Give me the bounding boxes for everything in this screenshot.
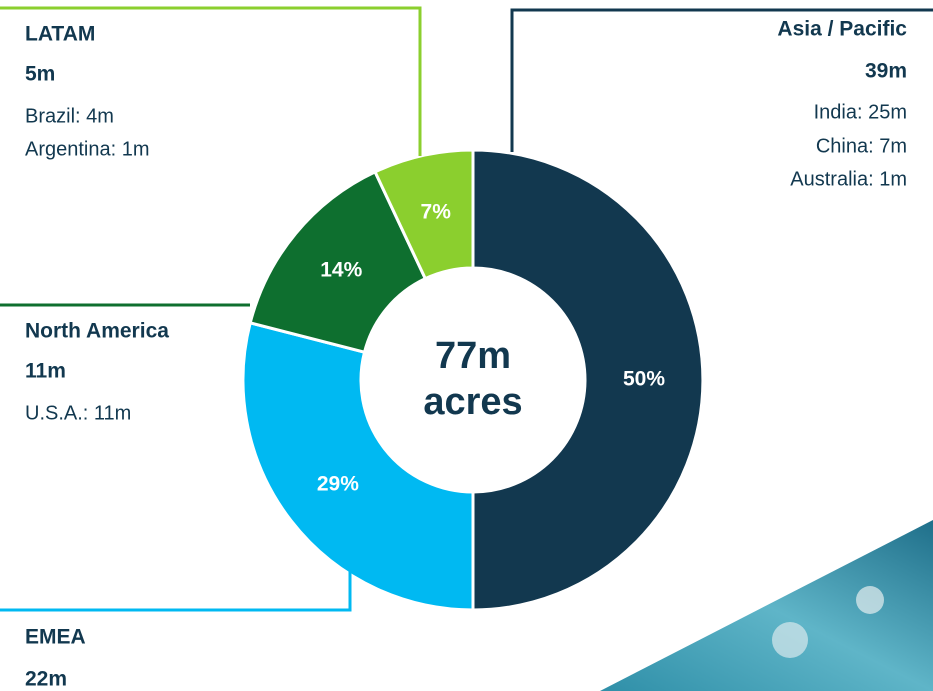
donut-slice	[248, 169, 428, 354]
callout-line	[0, 6, 422, 156]
slice-label: 14%	[320, 259, 362, 282]
region-detail: U.S.A.: 11m	[25, 402, 131, 424]
region-name: LATAM	[25, 23, 95, 46]
slice-label: 29%	[317, 472, 359, 495]
region-total: 5m	[25, 63, 55, 86]
decorative-photo	[600, 520, 933, 691]
decorative-blossom	[856, 586, 884, 614]
center-value: 77m	[435, 335, 511, 377]
region-total: 11m	[25, 360, 66, 383]
region-detail: China: 7m	[816, 135, 907, 157]
donut-slice	[241, 320, 475, 612]
region-total: 39m	[865, 60, 907, 83]
region-name: EMEA	[25, 626, 86, 649]
region-detail: India: 25m	[814, 101, 907, 123]
region-name: Asia / Pacific	[777, 18, 907, 41]
region-detail: Argentina: 1m	[25, 138, 150, 160]
callout-line	[510, 8, 933, 152]
center-unit: acres	[423, 381, 522, 423]
decorative-blossom	[772, 622, 808, 658]
region-detail: Brazil: 4m	[25, 105, 114, 127]
slice-label: 7%	[421, 201, 452, 224]
donut-slice	[373, 148, 475, 281]
callout-line	[0, 560, 352, 612]
region-total: 22m	[25, 668, 67, 691]
region-name: North America	[25, 320, 169, 343]
slice-label: 50%	[623, 368, 665, 391]
donut-slice	[471, 148, 705, 612]
region-detail: Australia: 1m	[790, 168, 907, 190]
